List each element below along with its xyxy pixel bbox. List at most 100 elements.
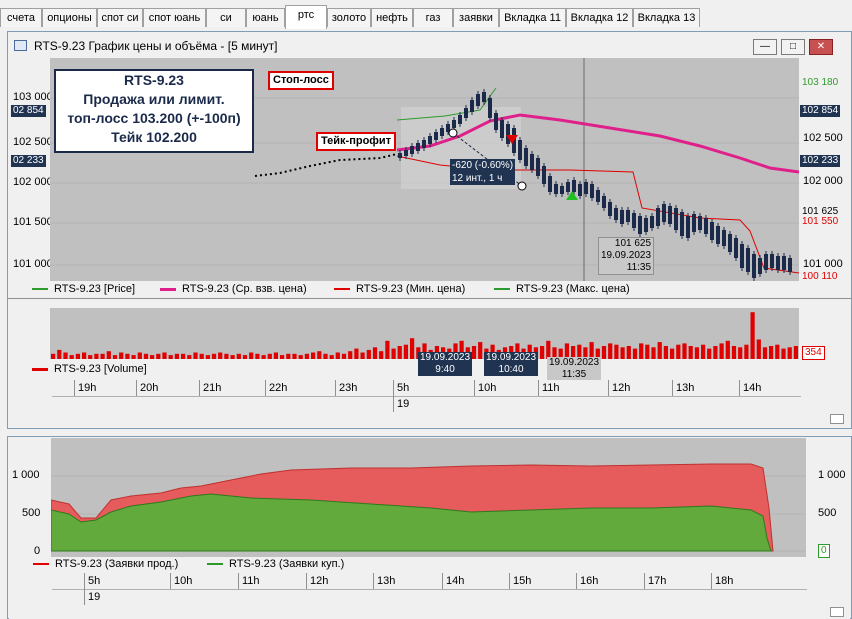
hint-line: Тейк 102.200 bbox=[111, 129, 197, 145]
legend-volume[interactable]: RTS-9.23 [Volume] bbox=[32, 363, 147, 375]
measure-delta: -620 (-0.60%) bbox=[452, 160, 514, 171]
cursor-date: 19.09.2023 bbox=[601, 250, 652, 261]
window-title: RTS-9.23 График цены и объёма - [5 минут… bbox=[34, 39, 278, 53]
tab-accounts[interactable]: счета bbox=[0, 8, 42, 27]
volume-bar bbox=[731, 346, 737, 359]
orders-chart-area[interactable] bbox=[51, 438, 806, 557]
legend-price[interactable]: RTS-9.23 [Price] bbox=[32, 283, 135, 295]
candle-body bbox=[560, 186, 564, 194]
time-tag-time: 9:40 bbox=[435, 364, 455, 375]
volume-bar bbox=[94, 353, 99, 359]
volume-bar bbox=[403, 344, 408, 359]
candle-body bbox=[734, 238, 738, 258]
hour-tick: 11h bbox=[538, 380, 560, 396]
tab-options[interactable]: опционы bbox=[42, 8, 97, 27]
orders-scrollbar[interactable] bbox=[9, 605, 850, 619]
tab-orders[interactable]: заявки bbox=[453, 8, 499, 27]
volume-bar bbox=[385, 340, 390, 359]
close-button[interactable]: ✕ bbox=[809, 39, 833, 55]
cursor-time-tag: 19.09.2023 11:35 bbox=[547, 357, 602, 381]
legend-vwap[interactable]: RTS-9.23 (Ср. взв. цена) bbox=[160, 283, 307, 295]
volume-bar bbox=[762, 347, 768, 359]
scrollbar-thumb[interactable] bbox=[830, 414, 844, 424]
volume-bar bbox=[453, 343, 458, 359]
candle-body bbox=[464, 108, 468, 118]
orders-left-axis: 1 000 500 0 bbox=[9, 438, 51, 558]
horizontal-scrollbar[interactable] bbox=[9, 412, 850, 426]
volume-bar bbox=[218, 352, 223, 359]
volume-bar bbox=[354, 348, 359, 359]
y-tick: 102 000 bbox=[803, 175, 843, 187]
candle-body bbox=[776, 256, 780, 270]
time-tag-time: 10:40 bbox=[498, 364, 524, 375]
candle-body bbox=[710, 222, 714, 240]
hint-line: топ-лосс 103.200 (+-100п) bbox=[67, 110, 241, 126]
legend-min[interactable]: RTS-9.23 (Мин. цена) bbox=[334, 283, 465, 295]
take-profit-label[interactable]: Тейк-профит bbox=[316, 132, 397, 151]
scrollbar-thumb[interactable] bbox=[830, 607, 844, 617]
price-chart-area[interactable]: RTS-9.23 Продажа или лимит. топ-лосс 103… bbox=[50, 58, 799, 281]
legend-volume-label: RTS-9.23 [Volume] bbox=[54, 363, 147, 375]
pane-divider[interactable] bbox=[8, 298, 851, 299]
y-tick: 102 000 bbox=[13, 176, 53, 188]
volume-bar bbox=[713, 346, 718, 359]
volume-bar bbox=[459, 340, 464, 359]
candle-body bbox=[608, 202, 612, 216]
candle-body bbox=[548, 176, 552, 192]
y-tick: 0 bbox=[34, 545, 41, 557]
volume-bar bbox=[63, 352, 68, 359]
tab-13[interactable]: Вкладка 13 bbox=[633, 8, 700, 27]
volume-bar bbox=[688, 346, 693, 359]
candle-body bbox=[668, 206, 672, 224]
volume-bar bbox=[236, 353, 241, 359]
candle-body bbox=[758, 258, 762, 274]
y-tick: 1 000 bbox=[12, 469, 40, 481]
tab-gas[interactable]: газ bbox=[413, 8, 453, 27]
tab-si[interactable]: си bbox=[206, 8, 246, 27]
candle-body bbox=[650, 216, 654, 228]
candle-body bbox=[704, 218, 708, 234]
window-titlebar[interactable]: RTS-9.23 График цены и объёма - [5 минут… bbox=[8, 32, 851, 58]
tab-yuan[interactable]: юань bbox=[246, 8, 285, 27]
candle-body bbox=[584, 182, 588, 194]
tab-11[interactable]: Вкладка 11 bbox=[499, 8, 566, 27]
candle-body bbox=[782, 256, 786, 270]
volume-bar bbox=[577, 344, 582, 359]
hour-tick: 5h bbox=[393, 380, 409, 396]
legend-max[interactable]: RTS-9.23 (Макс. цена) bbox=[494, 283, 630, 295]
tab-rts[interactable]: ртс bbox=[285, 5, 327, 29]
tab-spot-yuan[interactable]: спот юань bbox=[143, 8, 206, 27]
volume-bar bbox=[280, 355, 285, 359]
orders-time-axis: 5h 10h 11h 12h 13h 14h 15h 16h 17h 18h 1… bbox=[52, 573, 807, 605]
volume-bar bbox=[397, 346, 402, 359]
volume-bar bbox=[137, 352, 142, 359]
hour-tick: 12h bbox=[306, 573, 328, 589]
legend-sell-orders[interactable]: RTS-9.23 (Заявки прод.) bbox=[33, 558, 178, 570]
tab-oil[interactable]: нефть bbox=[371, 8, 413, 27]
candle-body bbox=[458, 115, 462, 124]
hour-tick: 10h bbox=[474, 380, 496, 396]
maximize-button[interactable]: □ bbox=[781, 39, 805, 55]
volume-bar bbox=[614, 344, 619, 359]
volume-bar bbox=[75, 353, 80, 359]
candle-body bbox=[638, 216, 642, 234]
candle-body bbox=[488, 98, 492, 118]
legend-buy-orders[interactable]: RTS-9.23 (Заявки куп.) bbox=[207, 558, 344, 570]
volume-bar bbox=[738, 347, 743, 359]
stop-loss-label[interactable]: Стоп-лосс bbox=[268, 71, 334, 90]
volume-bar bbox=[793, 346, 798, 359]
volume-bar bbox=[391, 348, 396, 359]
candle-body bbox=[524, 148, 528, 166]
tab-spot-si[interactable]: спот си bbox=[97, 8, 143, 27]
tab-gold[interactable]: золото bbox=[327, 8, 371, 27]
volume-bar bbox=[744, 344, 749, 359]
volume-bar bbox=[620, 347, 625, 359]
legend-min-label: RTS-9.23 (Мин. цена) bbox=[356, 283, 466, 295]
right-tag-cursor: 101 625 bbox=[802, 206, 839, 217]
minimize-button[interactable]: — bbox=[753, 39, 777, 55]
y-tick: 101 000 bbox=[803, 258, 843, 270]
candle-body bbox=[554, 184, 558, 194]
tab-12[interactable]: Вкладка 12 bbox=[566, 8, 633, 27]
volume-bar bbox=[187, 355, 192, 359]
price-left-axis: 103 000 02 854 102 500 02 233 102 000 10… bbox=[9, 58, 53, 309]
